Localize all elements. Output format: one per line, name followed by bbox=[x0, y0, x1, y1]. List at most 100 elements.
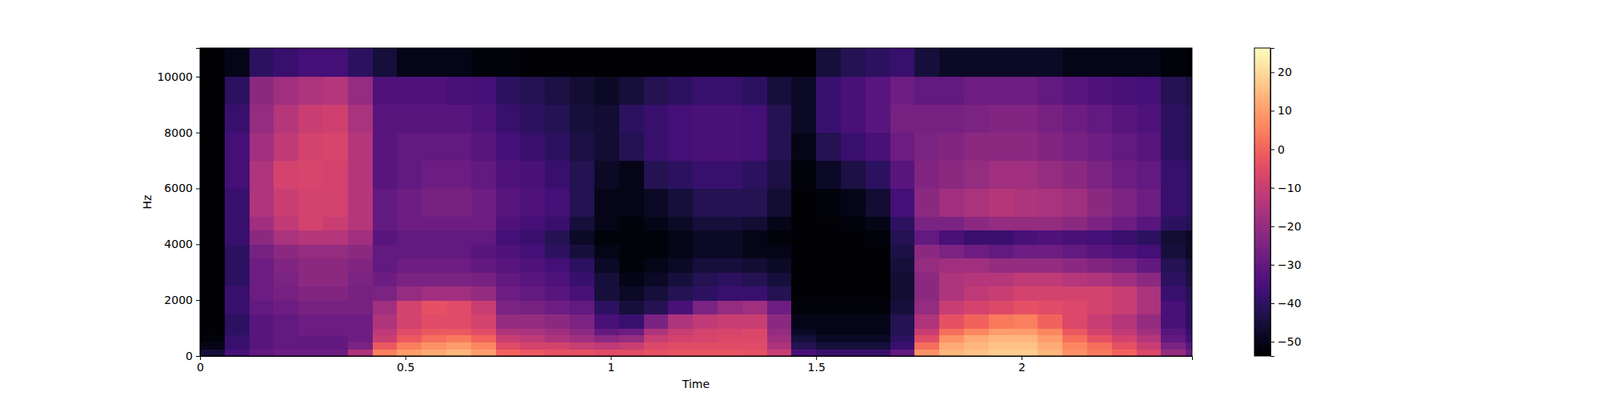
cell bbox=[471, 104, 496, 134]
cell bbox=[619, 335, 644, 343]
cell bbox=[446, 48, 472, 77]
cell bbox=[496, 216, 521, 231]
cell bbox=[644, 348, 669, 356]
tick-mark bbox=[1270, 149, 1275, 151]
cell bbox=[396, 258, 422, 273]
cell bbox=[840, 244, 866, 259]
cell bbox=[496, 48, 521, 77]
cell bbox=[717, 342, 743, 350]
cell bbox=[1037, 348, 1063, 356]
cell bbox=[249, 48, 275, 77]
cell bbox=[692, 348, 718, 356]
cell bbox=[1136, 48, 1162, 77]
cell bbox=[471, 188, 496, 217]
cell bbox=[865, 230, 891, 245]
cell bbox=[421, 104, 447, 134]
cell bbox=[298, 286, 324, 301]
cell bbox=[865, 328, 891, 336]
cell bbox=[1062, 160, 1088, 190]
cell bbox=[939, 348, 964, 356]
cell bbox=[865, 76, 891, 106]
cell bbox=[1087, 216, 1112, 231]
cell bbox=[446, 160, 472, 190]
cell bbox=[421, 258, 447, 273]
cell bbox=[273, 348, 299, 356]
cell bbox=[816, 160, 841, 190]
cell bbox=[421, 160, 447, 190]
cell bbox=[544, 314, 570, 329]
cell bbox=[939, 342, 964, 350]
cell bbox=[298, 48, 324, 77]
cell bbox=[1013, 188, 1039, 217]
cell bbox=[200, 335, 225, 343]
cell bbox=[1160, 328, 1186, 336]
cell bbox=[372, 300, 398, 315]
cell bbox=[348, 272, 373, 287]
cell bbox=[1185, 335, 1192, 343]
cell bbox=[1087, 335, 1112, 343]
cell bbox=[1136, 300, 1162, 315]
cell bbox=[396, 188, 422, 217]
cell bbox=[1013, 132, 1039, 162]
cell bbox=[1087, 188, 1112, 217]
cell bbox=[644, 132, 669, 162]
x-axis-title: Time bbox=[681, 377, 710, 391]
cell bbox=[619, 258, 644, 273]
cell bbox=[964, 216, 989, 231]
cell bbox=[1062, 76, 1088, 106]
cell bbox=[520, 230, 545, 245]
tick-mark bbox=[610, 356, 612, 360]
cell bbox=[471, 48, 496, 77]
cell bbox=[964, 188, 989, 217]
cell bbox=[224, 314, 250, 329]
cell bbox=[496, 160, 521, 190]
cell bbox=[471, 348, 496, 356]
cell bbox=[791, 76, 816, 106]
cell bbox=[644, 314, 669, 329]
cell bbox=[1185, 272, 1192, 287]
chart: 00.511.520200040006000800010000TimeHz−50… bbox=[0, 0, 1600, 400]
cell bbox=[594, 328, 620, 336]
cell bbox=[939, 188, 964, 217]
cell bbox=[988, 335, 1014, 343]
cell bbox=[668, 216, 693, 231]
cell bbox=[298, 272, 324, 287]
cell bbox=[914, 216, 940, 231]
cell bbox=[840, 230, 866, 245]
cell bbox=[692, 216, 718, 231]
cell bbox=[372, 314, 398, 329]
cell bbox=[791, 230, 816, 245]
cell bbox=[323, 348, 348, 356]
cell bbox=[348, 286, 373, 301]
cell bbox=[668, 335, 693, 343]
cell bbox=[767, 335, 792, 343]
cell bbox=[1013, 286, 1039, 301]
cell bbox=[372, 244, 398, 259]
tick-label: 0 bbox=[196, 360, 204, 374]
cell bbox=[298, 230, 324, 245]
tick-label: −50 bbox=[1277, 335, 1302, 348]
cell bbox=[520, 286, 545, 301]
cell bbox=[594, 160, 620, 190]
cell bbox=[890, 76, 916, 106]
cell bbox=[569, 348, 595, 356]
cell bbox=[520, 188, 545, 217]
cell bbox=[471, 300, 496, 315]
cell bbox=[914, 230, 940, 245]
cell bbox=[249, 286, 275, 301]
cell bbox=[742, 244, 768, 259]
cell bbox=[1160, 132, 1186, 162]
cell bbox=[323, 188, 348, 217]
cell bbox=[594, 335, 620, 343]
tick-mark bbox=[1270, 264, 1275, 266]
cell bbox=[200, 160, 225, 190]
cell bbox=[200, 188, 225, 217]
cell bbox=[348, 335, 373, 343]
cell bbox=[496, 335, 521, 343]
cell bbox=[914, 104, 940, 134]
tick-label: 10 bbox=[1277, 104, 1292, 117]
cell bbox=[1013, 342, 1039, 350]
cell bbox=[372, 230, 398, 245]
cell bbox=[1160, 314, 1186, 329]
cell bbox=[840, 272, 866, 287]
